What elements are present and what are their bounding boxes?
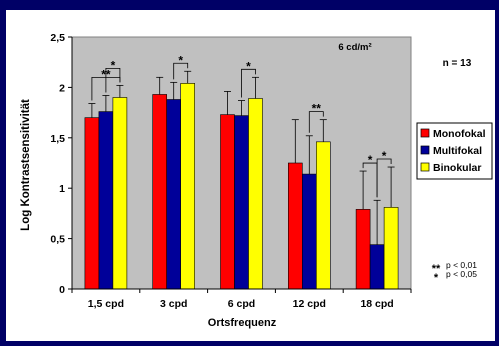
x-axis-label: Ortsfrequenz — [208, 317, 277, 329]
legend-box — [416, 122, 493, 180]
bar-2-4 — [383, 207, 399, 290]
bar-1-4 — [369, 244, 385, 290]
bar-1-1 — [166, 99, 181, 290]
y-tick-label-5: 2,5 — [50, 32, 65, 44]
bar-0-4 — [355, 209, 371, 290]
legend-label-0: Monofokal — [433, 128, 486, 140]
significance-bracket-3 — [241, 68, 256, 98]
tick-labels: 0 0,5 1 1,5 2 2,5 1,5 cpd 3 cpd 6 cpd 12 cpd 18 cp… — [50, 32, 393, 310]
y-tick-label-1: 0,5 — [50, 234, 65, 246]
bar-1-0 — [98, 111, 114, 290]
significance-legend: ** p < 0,01 * p < 0,05 — [432, 260, 478, 284]
x-tick-label-4: 18 cpd — [360, 298, 393, 310]
significance-marker-2: * — [178, 53, 183, 67]
x-tick-label-1: 3 cpd — [160, 298, 187, 310]
significance-marker-6: * — [382, 149, 387, 163]
bar-0-3 — [287, 162, 303, 290]
y-tick-label-2: 1 — [59, 183, 65, 195]
legend-swatch-1 — [420, 145, 430, 155]
x-tick-label-0: 1,5 cpd — [88, 298, 124, 310]
bar-chart: *** * **** * 00,511,522,51,5 cpd 3 cpd 6 cpd 1… — [20, 32, 493, 329]
error-bars — [88, 70, 395, 245]
legend: Monofokal Multifokal Binokular — [416, 122, 493, 180]
legend-label-1: Multifokal — [433, 145, 482, 157]
significance-brackets: *** * **** * — [91, 53, 392, 198]
bar-1-2 — [234, 115, 249, 290]
y-tick-label-4: 2 — [59, 82, 65, 94]
bar-0-1 — [152, 94, 167, 290]
significance-bracket-2 — [173, 62, 189, 80]
significance-marker-3: * — [246, 59, 251, 73]
bar-2-1 — [180, 83, 195, 290]
x-tick-label-3: 12 cpd — [293, 298, 326, 310]
x-tick-label-2: 6 cpd — [228, 298, 255, 310]
significance-legend-symbol-1: * — [434, 272, 439, 284]
bars — [84, 83, 399, 290]
legend-swatch-0 — [420, 128, 430, 138]
significance-bracket-6 — [376, 158, 392, 198]
significance-legend-symbol-0: ** — [432, 263, 441, 275]
bar-1-3 — [301, 173, 317, 290]
bar-2-3 — [315, 141, 331, 290]
significance-legend-text-1: p < 0,05 — [446, 269, 477, 279]
axes — [68, 36, 412, 293]
y-tick-label-3: 1,5 — [50, 133, 65, 145]
condition-annotation: 6 cd/m² — [338, 42, 371, 53]
significance-bracket-4 — [308, 111, 324, 133]
chart-panel: ** * * * ** * * 0 0,5 1 1,5 2 2,5 1,5 cpd 3 cpd 6 cpd 1… — [6, 10, 495, 341]
legend-label-2: Binokular — [433, 162, 481, 174]
sample-size-annotation: n = 13 — [443, 58, 472, 69]
significance-bracket-1 — [105, 67, 121, 93]
significance-marker-5: * — [368, 153, 373, 167]
significance-marker-1: * — [111, 58, 116, 72]
y-tick-label-0: 0 — [59, 284, 65, 296]
y-axis-label: Log Kontrastsensitivität — [20, 99, 32, 231]
legend-swatch-2 — [420, 162, 430, 172]
bar-0-2 — [220, 114, 235, 290]
bar-2-2 — [248, 98, 263, 290]
significance-legend-text-0: p < 0,01 — [446, 260, 477, 270]
bar-0-0 — [84, 117, 100, 290]
bar-2-0 — [112, 97, 128, 290]
significance-marker-4: ** — [312, 102, 322, 116]
